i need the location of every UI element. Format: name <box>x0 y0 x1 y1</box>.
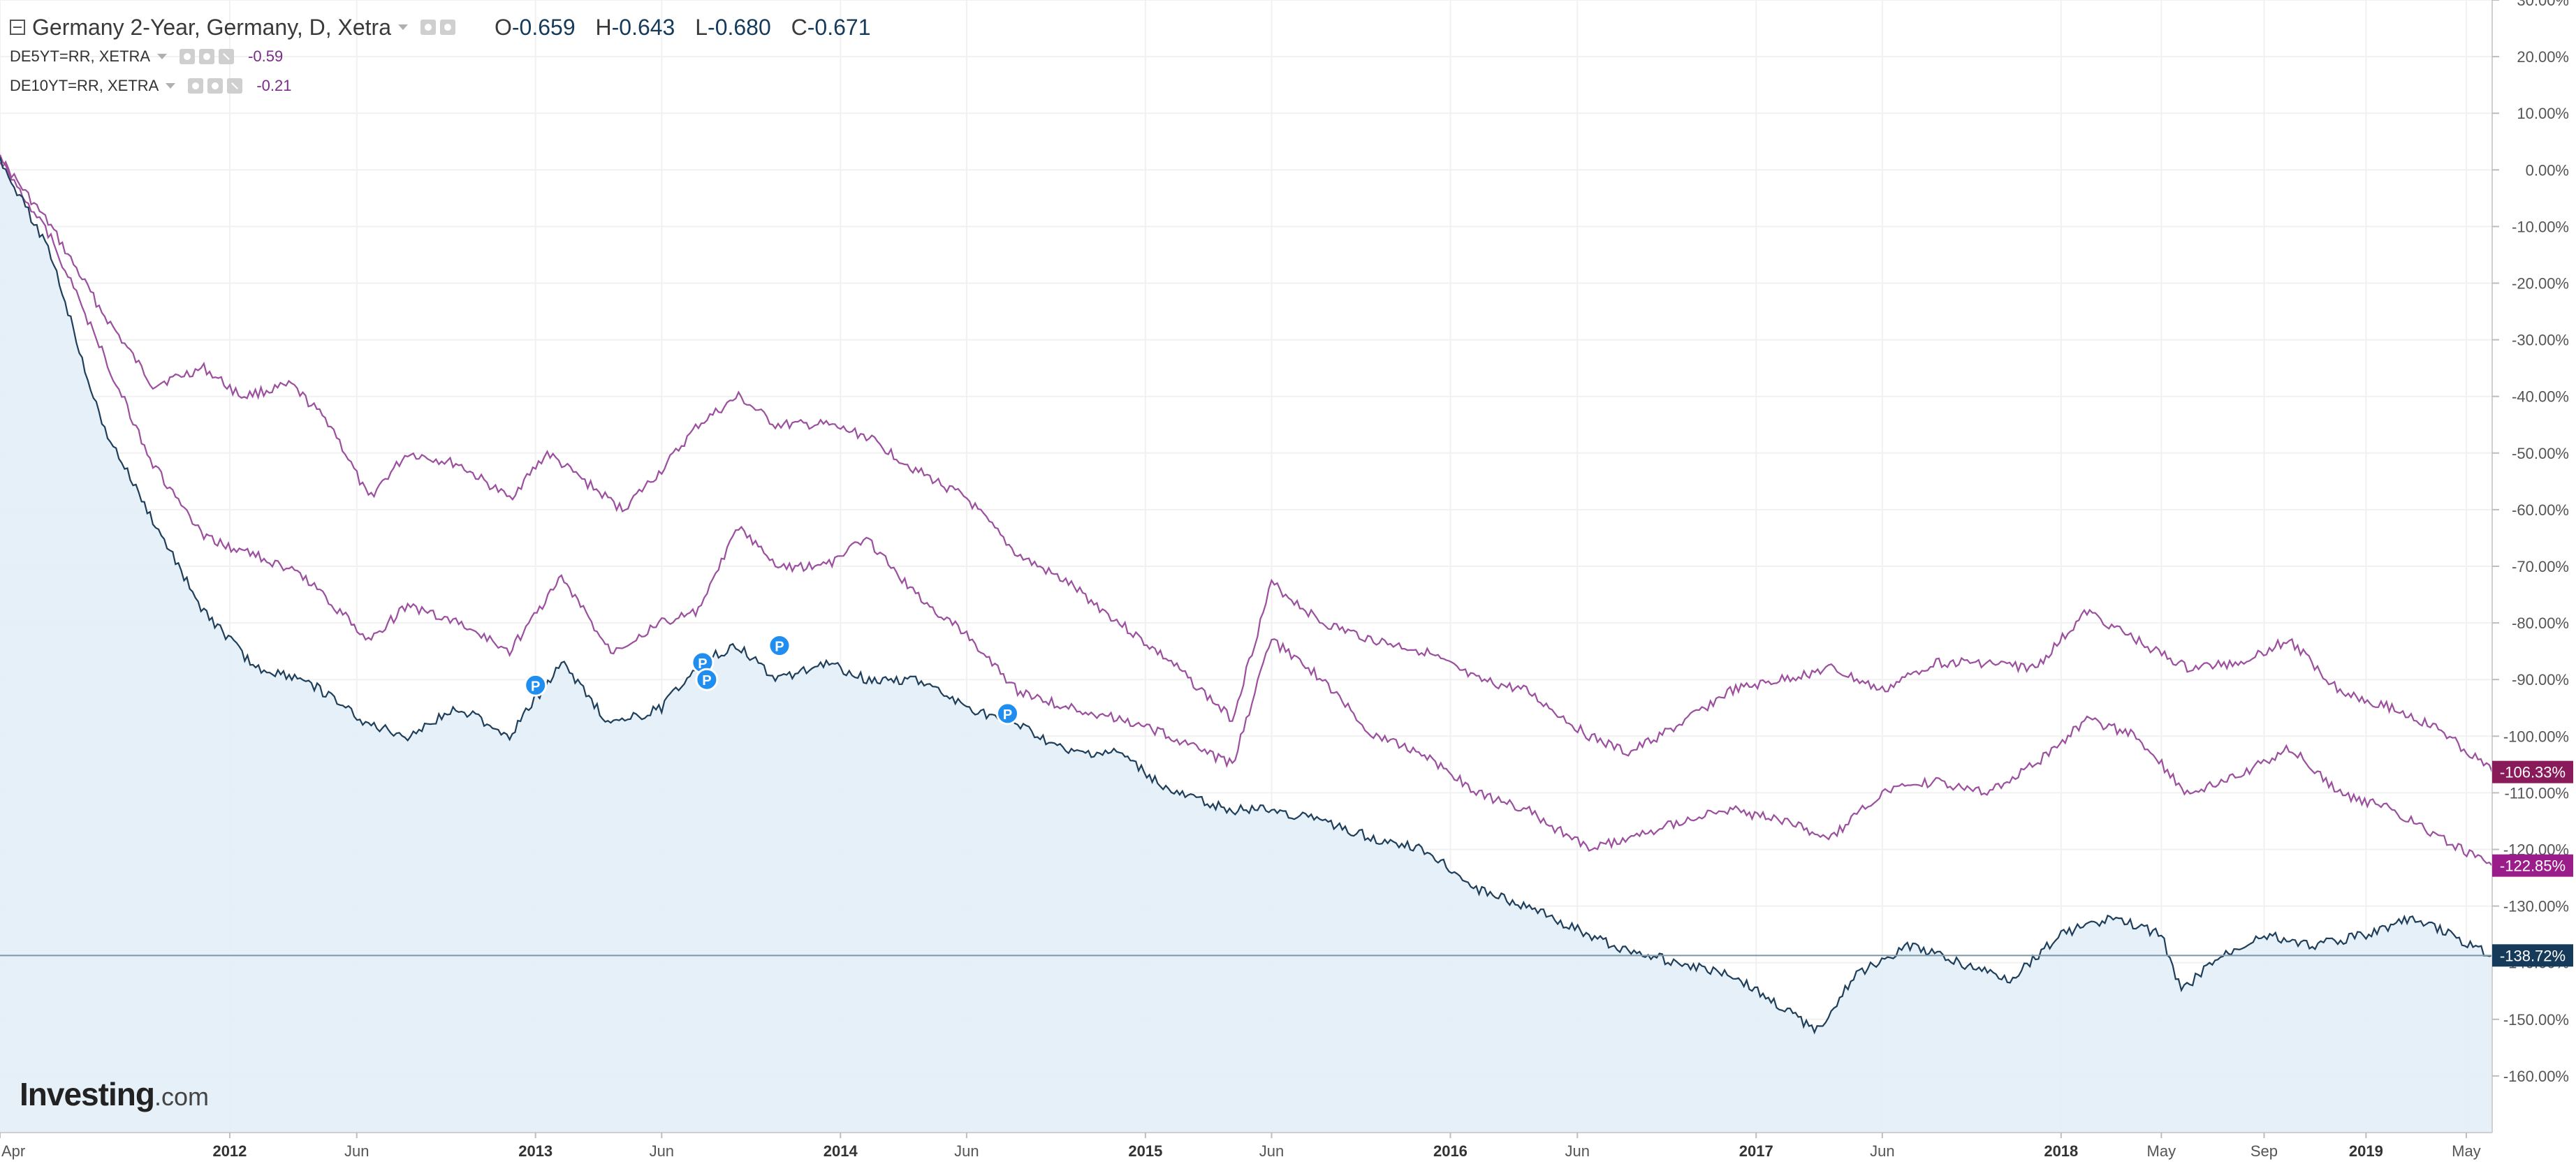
legend-de10y-row: DE10YT=RR, XETRA -0.21 <box>10 71 871 101</box>
ohlc-open-value: -0.659 <box>511 14 576 40</box>
investing-logo: Investing.com <box>20 1075 209 1113</box>
ohlc-open-key: O <box>494 14 512 40</box>
x-tick-label: 2013 <box>518 1142 552 1160</box>
x-tick-label: Apr <box>1 1142 25 1160</box>
y-tick-label: -130.00% <box>2503 898 2569 915</box>
y-tick-label: -20.00% <box>2512 275 2569 293</box>
y-tick-label: -80.00% <box>2512 614 2569 632</box>
x-tick-label: 2017 <box>1739 1142 1773 1160</box>
last-value-tag-de5y-bg <box>2492 854 2573 877</box>
legend-main-row: Germany 2-Year, Germany, D, Xetra O-0.65… <box>10 13 871 42</box>
event-marker-icon <box>524 673 548 697</box>
de10y-label: DE10YT=RR, XETRA <box>10 77 159 94</box>
event-marker-icon <box>695 668 719 691</box>
x-tick-label: 2016 <box>1433 1142 1468 1160</box>
x-tick-label: Jun <box>954 1142 979 1160</box>
event-marker-label: P <box>702 673 711 688</box>
ohlc-high-key: H <box>595 14 612 40</box>
eye-icon[interactable] <box>188 78 204 94</box>
x-tick-label: May <box>2452 1142 2481 1160</box>
legend-de5y-row: DE5YT=RR, XETRA -0.59 <box>10 42 871 71</box>
ohlc-low-key: L <box>695 14 708 40</box>
eye-icon[interactable] <box>180 49 196 64</box>
series-line-de5y <box>0 154 2493 867</box>
x-tick-label: 2015 <box>1128 1142 1162 1160</box>
series-area-2y <box>0 156 2492 1133</box>
series-line-de10y <box>0 160 2494 773</box>
last-value-tag-de10y: -106.33% <box>2492 760 2573 783</box>
y-tick-label: -150.00% <box>2503 1011 2569 1029</box>
x-tick-label: 2012 <box>212 1142 247 1160</box>
chevron-down-icon[interactable] <box>166 83 176 89</box>
y-tick-label: -160.00% <box>2503 1068 2569 1085</box>
last-value-tag-2y-text: -138.72% <box>2500 947 2566 964</box>
event-marker-label: P <box>1003 707 1012 723</box>
x-tick-label: Jun <box>1259 1142 1284 1160</box>
close-icon[interactable] <box>219 49 235 64</box>
area-layer <box>0 156 2492 1133</box>
series-lines <box>0 154 2494 1035</box>
event-marker-icon <box>768 634 791 658</box>
ohlc-values: O-0.659 H-0.643 L-0.680 C-0.671 <box>481 15 871 40</box>
collapse-icon[interactable] <box>10 20 25 35</box>
brand-suffix: .com <box>154 1082 209 1111</box>
event-marker-label: P <box>531 679 540 694</box>
y-tick-label: -30.00% <box>2512 332 2569 349</box>
last-value-tag-2y-bg <box>2492 944 2573 967</box>
legend: Germany 2-Year, Germany, D, Xetra O-0.65… <box>10 13 871 101</box>
last-value-tag-de10y-bg <box>2492 760 2573 783</box>
x-tick-label: 2018 <box>2044 1142 2078 1160</box>
event-marker-label: P <box>698 656 707 672</box>
ohlc-close-key: C <box>791 14 807 40</box>
x-tick-label: 2019 <box>2349 1142 2383 1160</box>
last-value-tag-de5y-text: -122.85% <box>2500 857 2566 875</box>
close-icon[interactable] <box>227 78 243 94</box>
y-tick-label: 0.00% <box>2526 161 2569 179</box>
series-line-2y <box>0 156 2493 1035</box>
chevron-down-icon[interactable] <box>397 24 408 30</box>
y-tick-label: -90.00% <box>2512 671 2569 688</box>
y-tick-label: -40.00% <box>2512 388 2569 406</box>
y-tick-label: -70.00% <box>2512 558 2569 575</box>
gear-icon[interactable] <box>207 78 224 94</box>
last-value-tag-de5y: -122.85% <box>2492 854 2573 877</box>
x-tick-label: Jun <box>344 1142 369 1160</box>
x-tick-label: 2014 <box>824 1142 858 1160</box>
y-tick-label: -110.00% <box>2504 784 2569 802</box>
last-value-tag-2y: -138.72% <box>2492 944 2573 967</box>
y-tick-label: -100.00% <box>2503 728 2569 745</box>
y-tick-label: -10.00% <box>2512 218 2569 235</box>
x-tick-label: May <box>2147 1142 2176 1160</box>
de5y-value: -0.59 <box>248 47 284 65</box>
eye-icon[interactable] <box>420 20 436 35</box>
chevron-down-icon[interactable] <box>157 54 168 59</box>
last-value-tag-de10y-text: -106.33% <box>2500 764 2566 781</box>
gear-icon[interactable] <box>199 49 215 64</box>
x-tick-label: Jun <box>1870 1142 1894 1160</box>
main-series-title: Germany 2-Year, Germany, D, Xetra <box>32 14 391 40</box>
ohlc-low-value: -0.680 <box>708 14 771 40</box>
y-tick-label: -50.00% <box>2512 445 2569 462</box>
y-tick-label: -60.00% <box>2512 501 2569 519</box>
y-tick-label: 30.00% <box>2517 0 2569 9</box>
event-marker-icon <box>996 702 1020 725</box>
de5y-label: DE5YT=RR, XETRA <box>10 47 151 65</box>
ohlc-close-value: -0.671 <box>807 14 871 40</box>
de10y-value: -0.21 <box>256 77 292 94</box>
x-tick-label: Jun <box>1565 1142 1590 1160</box>
brand-name: Investing <box>20 1076 155 1112</box>
x-tick-label: Sep <box>2251 1142 2278 1160</box>
x-tick-label: Jun <box>650 1142 674 1160</box>
ohlc-high-value: -0.643 <box>611 14 675 40</box>
event-marker-label: P <box>775 640 784 655</box>
gear-icon[interactable] <box>439 20 455 35</box>
y-tick-label: 10.00% <box>2517 105 2569 122</box>
y-tick-label: 20.00% <box>2517 48 2569 66</box>
